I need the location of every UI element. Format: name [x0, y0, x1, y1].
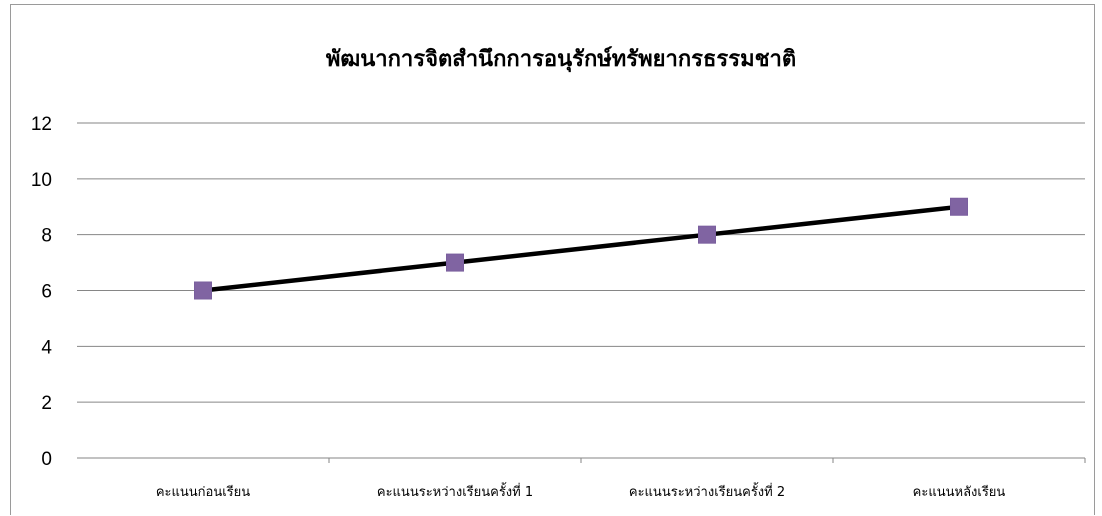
chart-frame [10, 4, 1095, 515]
x-axis-ticks: คะแนนก่อนเรียน คะแนนระหว่างเรียนครั้งที่ … [156, 458, 1086, 500]
data-point-marker [950, 197, 968, 216]
x-tick-label: คะแนนระหว่างเรียนครั้งที่ 1 [377, 482, 533, 500]
data-point-marker [446, 253, 464, 272]
y-tick-label: 4 [41, 337, 52, 358]
x-tick-label: คะแนนหลังเรียน [913, 484, 1006, 500]
y-tick-label: 10 [31, 170, 52, 191]
x-tick-label: คะแนนระหว่างเรียนครั้งที่ 2 [629, 482, 785, 500]
y-tick-label: 2 [41, 393, 52, 414]
data-point-marker [698, 225, 716, 244]
data-point-marker [194, 281, 212, 300]
chart-title: พัฒนาการจิตสำนึกการอนุรักษ์ทรัพยากรธรรมช… [326, 46, 796, 73]
series-line [200, 204, 962, 293]
x-tick-label: คะแนนก่อนเรียน [156, 484, 250, 500]
y-tick-label: 12 [31, 114, 52, 135]
y-axis-ticks: 0 2 4 6 8 10 12 [31, 114, 53, 470]
series-group [194, 197, 968, 300]
y-tick-label: 0 [41, 449, 52, 470]
y-tick-label: 6 [41, 282, 52, 303]
y-tick-label: 8 [41, 226, 52, 247]
gridlines [77, 122, 1085, 459]
